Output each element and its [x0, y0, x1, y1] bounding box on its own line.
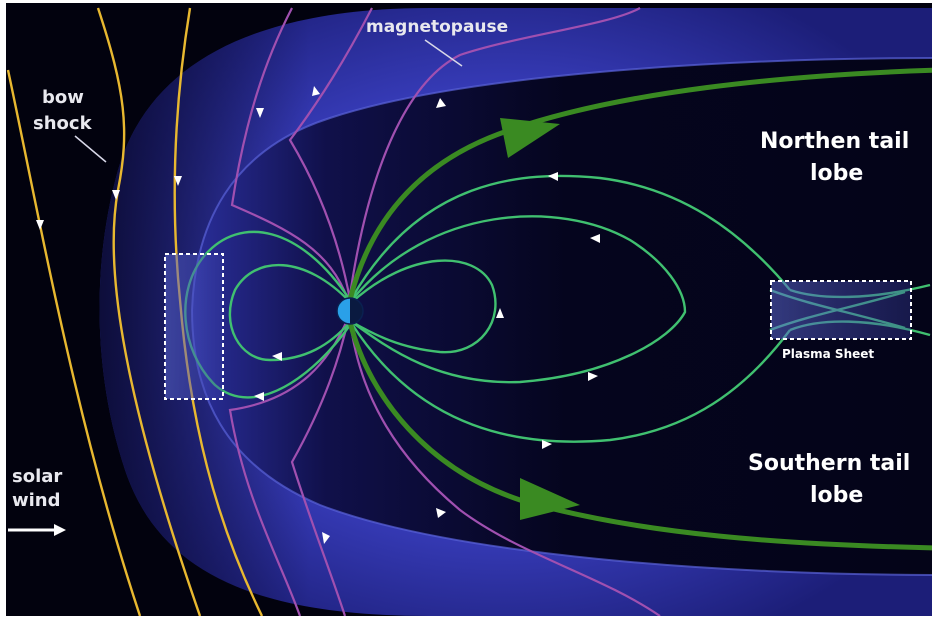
nightside-loop-small — [351, 259, 497, 354]
arrow-imf-4 — [322, 532, 330, 544]
arrow-closed-2 — [590, 234, 600, 243]
plasma-sheet-box — [770, 280, 912, 340]
bow-shock-label-line2: shock — [33, 113, 93, 134]
dayside-loop-inner — [228, 263, 351, 362]
arrow-bow-3 — [174, 176, 182, 186]
bow-shock-pointer — [74, 135, 107, 163]
imf-line-5 — [348, 319, 661, 616]
arrow-closed-6 — [272, 352, 282, 361]
imf-line-3 — [348, 7, 641, 296]
arrow-closed-5 — [542, 440, 552, 449]
bow-shock-line-1 — [6, 69, 142, 616]
arrow-closed-4 — [588, 372, 598, 381]
imf-line-1 — [230, 7, 350, 301]
southern-tail-lobe-label-line1: Southern tail — [748, 451, 910, 476]
earth — [336, 297, 364, 325]
nightside-loop-large — [350, 174, 791, 299]
arrow-closed-7 — [254, 392, 264, 401]
northern-lobe-arrow — [500, 118, 560, 158]
nightside-loop-large-south — [350, 323, 791, 443]
arrow-imf-3 — [436, 98, 446, 108]
imf-line-4 — [290, 319, 350, 616]
nightside-loop-medium — [351, 215, 687, 384]
southern-tail-lobe-label-line2: lobe — [810, 483, 863, 508]
arrow-imf-2 — [312, 86, 320, 96]
northern-tail-lobe-label-line2: lobe — [810, 161, 863, 186]
arrow-closed-3 — [496, 308, 504, 318]
northern-tail-lobe-label-line1: Northen tail — [760, 129, 909, 154]
imf-field-lines — [228, 7, 661, 616]
direction-arrows — [36, 86, 600, 544]
arrow-bow-1 — [36, 220, 44, 230]
imf-line-2 — [288, 7, 373, 301]
bow-shock-line-2 — [96, 7, 202, 616]
magnetosphere-region — [192, 58, 932, 575]
solar-wind-label-line2: wind — [12, 490, 61, 511]
arrow-bow-2 — [112, 190, 120, 200]
imf-line-6 — [228, 317, 350, 616]
solar-wind-label-line1: solar — [12, 466, 62, 487]
magnetopause-label: magnetopause — [366, 17, 508, 37]
plasma-sheet-label: Plasma Sheet — [782, 347, 874, 361]
solar-wind-arrow — [8, 524, 66, 536]
dayside-reconnection-box — [164, 253, 224, 400]
bow-shock-label-line1: bow — [42, 87, 84, 108]
arrow-imf-5 — [436, 508, 446, 518]
southern-lobe-arrow — [520, 478, 580, 520]
arrow-closed-1 — [548, 172, 558, 181]
magnetopause-pointer — [424, 39, 463, 67]
arrow-imf-1 — [256, 108, 264, 118]
